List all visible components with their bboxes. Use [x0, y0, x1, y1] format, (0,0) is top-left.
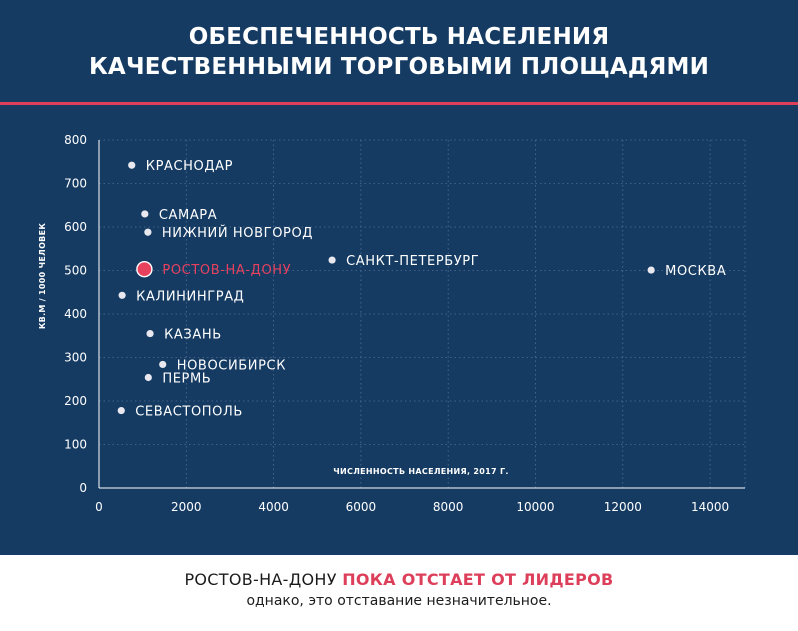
data-point: [159, 360, 167, 369]
data-point-label: КАЛИНИНГРАД: [136, 289, 244, 304]
data-point: [328, 256, 336, 264]
x-tick-label: 6000: [346, 500, 377, 514]
data-point: [144, 228, 152, 236]
x-tick-label: 12000: [604, 500, 642, 514]
x-tick-label: 10000: [516, 500, 554, 514]
y-tick-label: 700: [64, 177, 87, 191]
x-tick-label: 4000: [258, 500, 289, 514]
data-point-label: ПЕРМЬ: [162, 372, 211, 387]
data-point: [647, 266, 655, 274]
x-tick-label: 0: [95, 500, 103, 514]
data-point-label: НОВОСИБИРСК: [177, 358, 286, 373]
data-point: [128, 161, 136, 169]
y-tick-label: 800: [64, 133, 87, 147]
footer-headline-prefix: РОСТОВ-НА-ДОНУ: [184, 570, 343, 589]
data-point-label: СЕВАСТОПОЛЬ: [135, 405, 243, 420]
data-point: [118, 291, 126, 299]
data-point-label: МОСКВА: [665, 264, 726, 279]
data-point: [141, 210, 149, 218]
chart-title: ОБЕСПЕЧЕННОСТЬ НАСЕЛЕНИЯ КАЧЕСТВЕННЫМИ Т…: [0, 22, 798, 82]
chart-title-line-2: КАЧЕСТВЕННЫМИ ТОРГОВЫМИ ПЛОЩАДЯМИ: [88, 54, 710, 80]
x-tick-label: 14000: [691, 500, 729, 514]
data-point-label: РОСТОВ-НА-ДОНУ: [162, 263, 291, 278]
footer-headline-highlight: ПОКА ОТСТАЕТ ОТ ЛИДЕРОВ: [342, 570, 614, 589]
x-axis-label: ЧИСЛЕННОСТЬ НАСЕЛЕНИЯ, 2017 Г.: [333, 467, 508, 476]
chart-title-line-1: ОБЕСПЕЧЕННОСТЬ НАСЕЛЕНИЯ: [188, 24, 610, 50]
footer-subline: однако, это отставание незначительное.: [246, 593, 552, 609]
y-tick-label: 500: [64, 264, 87, 278]
y-tick-label: 400: [64, 307, 87, 321]
footer-headline: РОСТОВ-НА-ДОНУ ПОКА ОТСТАЕТ ОТ ЛИДЕРОВ: [0, 570, 798, 589]
x-tick-label: 2000: [171, 500, 202, 514]
y-tick-label: 300: [64, 351, 87, 365]
data-point: [144, 373, 152, 382]
footer: РОСТОВ-НА-ДОНУ ПОКА ОТСТАЕТ ОТ ЛИДЕРОВ о…: [0, 570, 798, 609]
data-point: [117, 406, 125, 415]
data-point-highlight: [136, 260, 153, 278]
y-tick-label: 600: [64, 220, 87, 234]
chart-panel: [0, 0, 798, 555]
y-tick-label: 0: [79, 481, 87, 495]
data-point-label: НИЖНИЙ НОВГОРОД: [162, 225, 313, 241]
y-axis-label: КВ.М / 1000 ЧЕЛОВЕК: [38, 223, 47, 330]
y-tick-label: 200: [64, 394, 87, 408]
data-point-label: КАЗАНЬ: [164, 328, 222, 343]
data-point-label: САМАРА: [159, 208, 217, 223]
data-point-label: САНКТ-ПЕТЕРБУРГ: [346, 254, 479, 269]
accent-divider: [0, 102, 798, 105]
data-point-label: КРАСНОДАР: [146, 159, 233, 174]
y-tick-label: 100: [64, 438, 87, 452]
data-point: [146, 329, 154, 338]
x-tick-label: 8000: [433, 500, 464, 514]
